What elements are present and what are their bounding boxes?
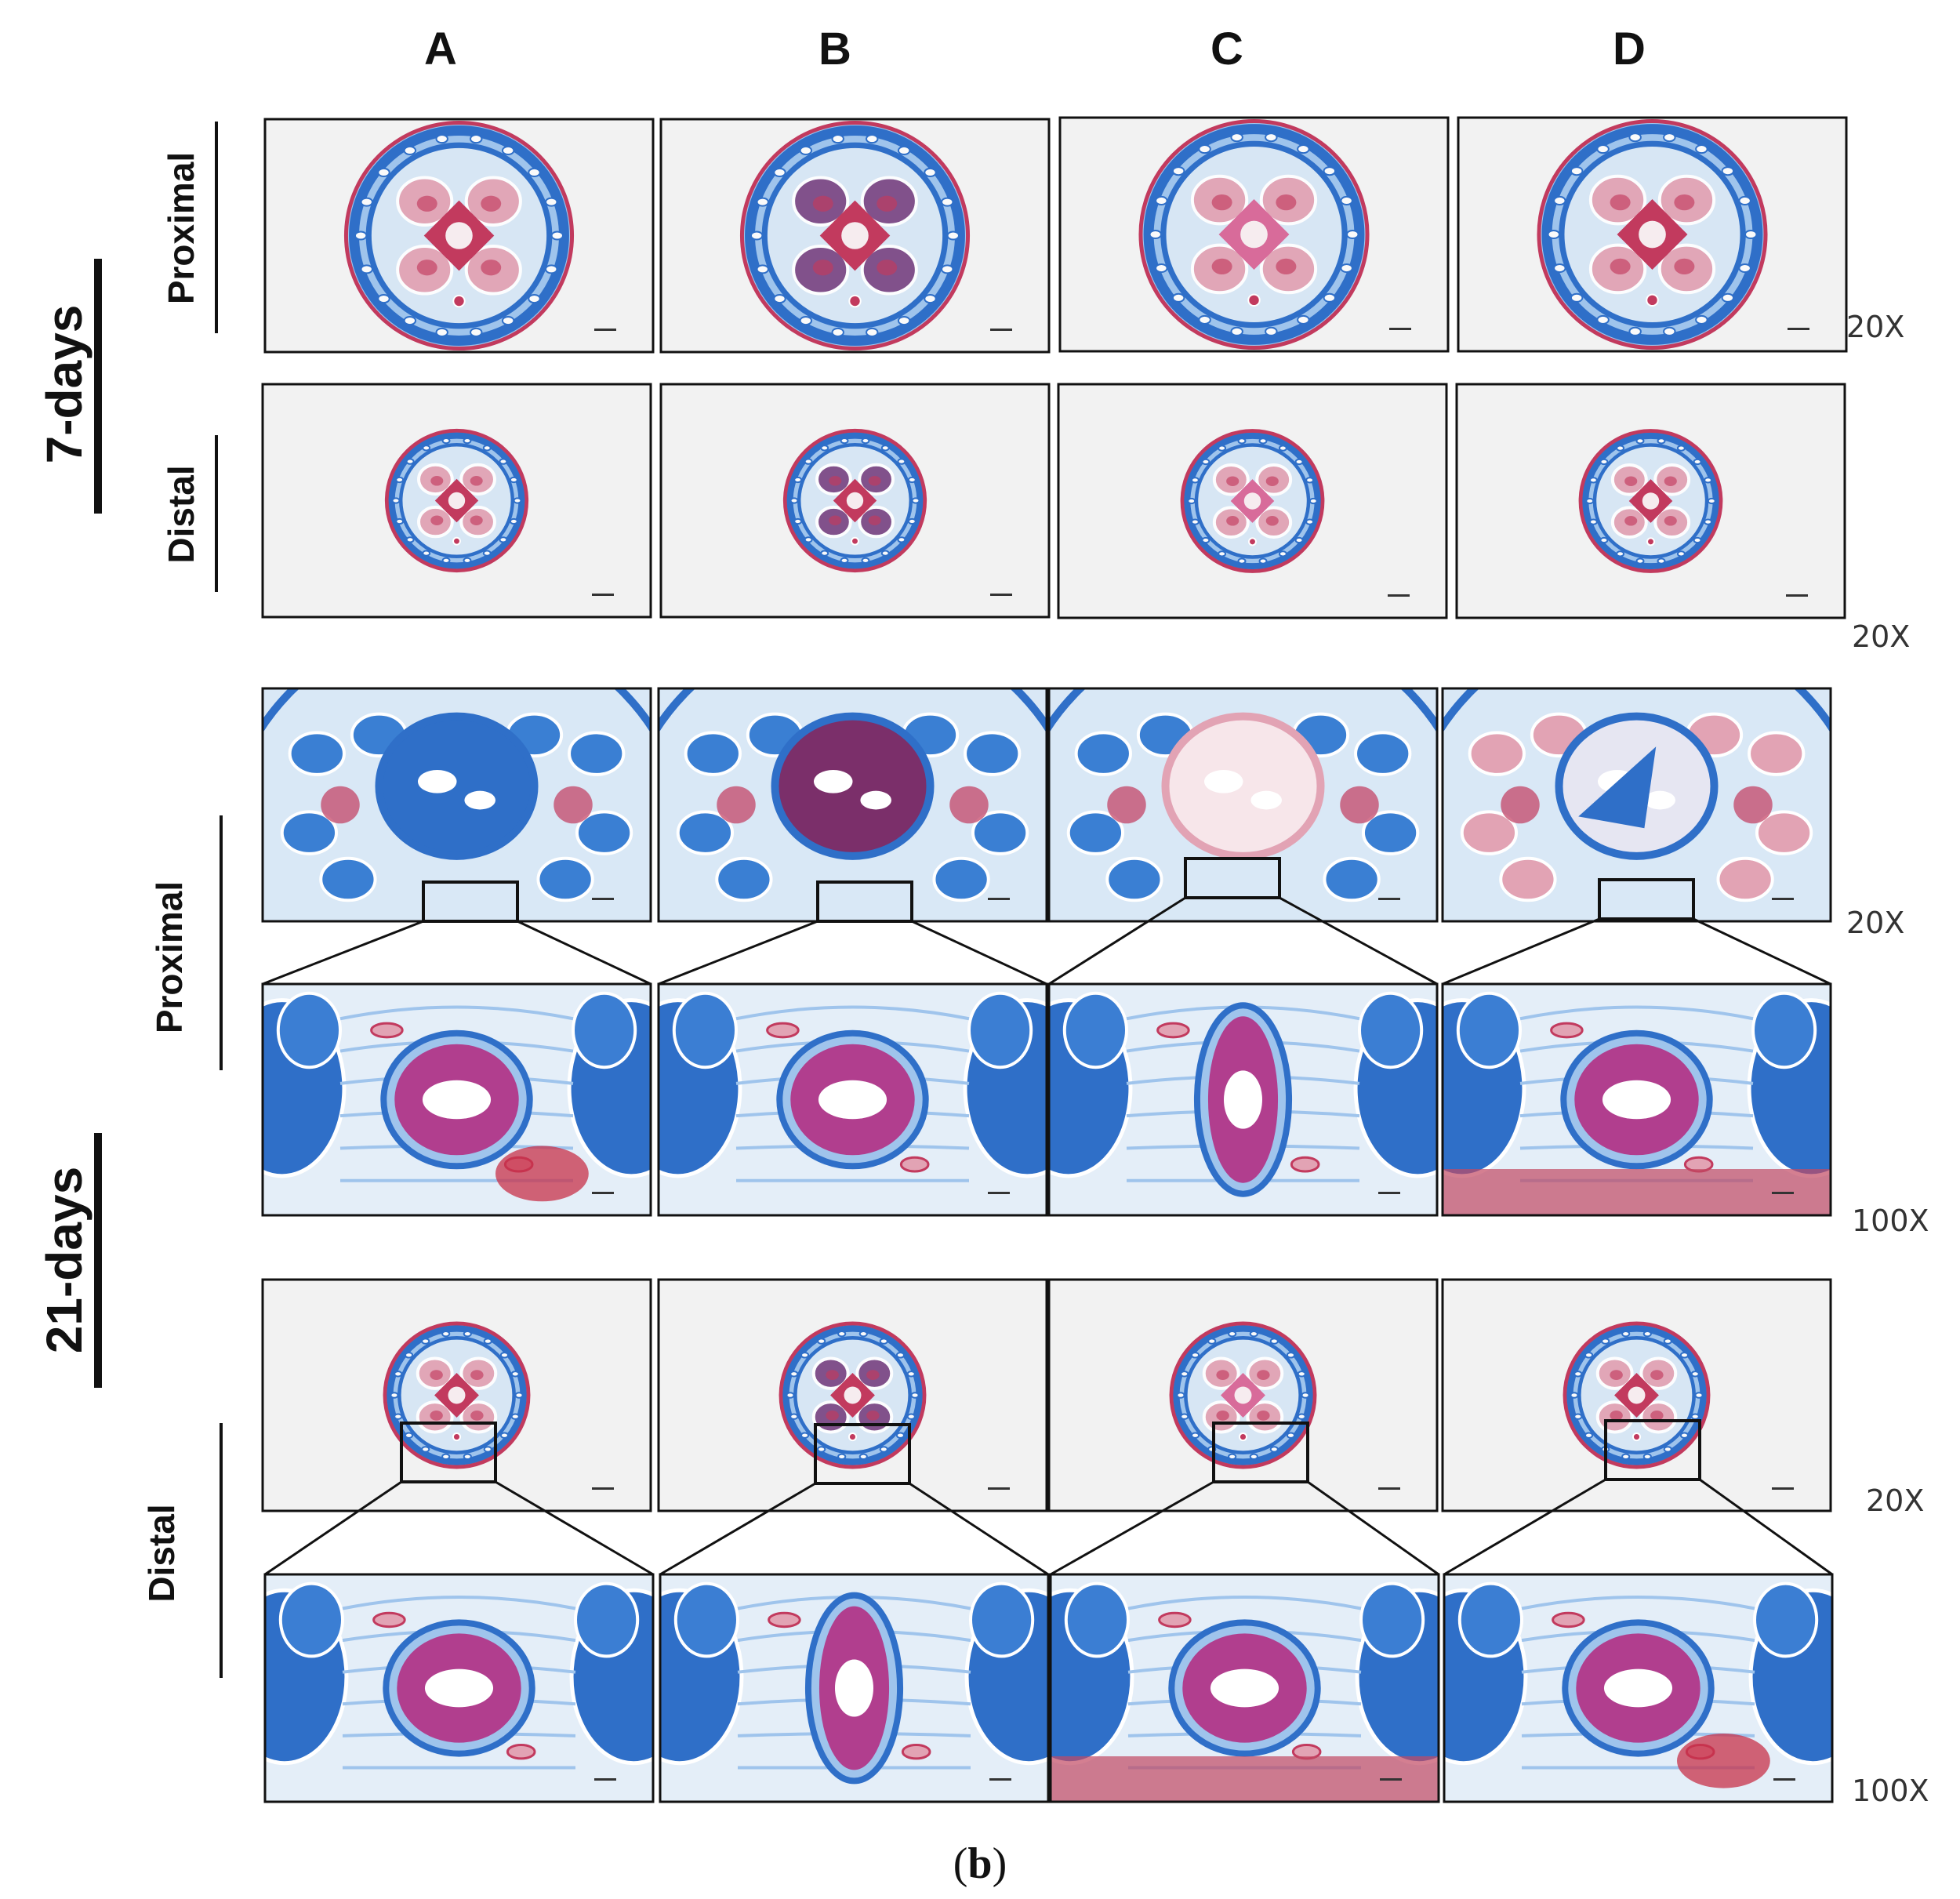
panel-21d-distal-c bbox=[1047, 1278, 1439, 1512]
zoom-box-proximal-d bbox=[1442, 878, 1831, 986]
panel-21d-proximal-100x-b bbox=[657, 982, 1048, 1217]
zoom-box-proximal-c bbox=[1048, 857, 1438, 986]
magnification-label: 20X bbox=[1846, 310, 1905, 344]
panel-7d-proximal-c bbox=[1058, 116, 1450, 353]
panel-21d-distal-100x-c bbox=[1049, 1573, 1440, 1803]
column-header-c: C bbox=[1210, 24, 1243, 74]
column-header-d: D bbox=[1613, 24, 1646, 74]
zoom-box-distal-b bbox=[659, 1423, 1049, 1576]
panel-7d-proximal-d bbox=[1457, 116, 1848, 353]
row-bar-distal-7 bbox=[215, 435, 218, 592]
panel-7d-distal-b bbox=[659, 383, 1051, 619]
row-bar-distal-21 bbox=[220, 1423, 223, 1678]
zoom-box-distal-a bbox=[264, 1422, 654, 1576]
magnification-label: 20X bbox=[1866, 1483, 1925, 1518]
zoom-box-proximal-b bbox=[658, 881, 1047, 986]
panel-7d-distal-c bbox=[1057, 383, 1448, 619]
panel-21d-proximal-100x-d bbox=[1441, 982, 1832, 1217]
panel-21d-distal-100x-a bbox=[263, 1573, 655, 1803]
panel-7d-proximal-a bbox=[263, 118, 655, 354]
panel-21d-distal-d bbox=[1441, 1278, 1832, 1512]
panel-7d-proximal-b bbox=[659, 118, 1051, 354]
magnification-label: 100X bbox=[1852, 1204, 1929, 1238]
panel-21d-distal-b bbox=[657, 1278, 1048, 1512]
zoom-box-proximal-a bbox=[262, 881, 652, 986]
panel-21d-distal-a bbox=[261, 1278, 652, 1512]
panel-21d-proximal-a bbox=[261, 687, 652, 923]
row-bar-proximal-7 bbox=[215, 122, 218, 333]
caption-letter: b bbox=[967, 1839, 993, 1888]
figure-caption: (b) bbox=[902, 1839, 1058, 1889]
panel-21d-proximal-100x-c bbox=[1047, 982, 1439, 1217]
magnification-label: 20X bbox=[1852, 619, 1911, 654]
caption-open: ( bbox=[953, 1839, 968, 1888]
column-header-b: B bbox=[818, 24, 851, 74]
timepoint-bar-7days bbox=[94, 259, 102, 514]
column-header-a: A bbox=[424, 24, 457, 74]
panel-21d-distal-100x-d bbox=[1443, 1573, 1834, 1803]
timepoint-bar-21days bbox=[94, 1133, 102, 1388]
panel-21d-distal-100x-b bbox=[659, 1573, 1050, 1803]
panel-7d-distal-d bbox=[1455, 383, 1846, 619]
magnification-label: 20X bbox=[1846, 906, 1905, 940]
panel-21d-proximal-d bbox=[1441, 687, 1832, 923]
panel-21d-proximal-c bbox=[1047, 687, 1439, 923]
row-bar-proximal-21 bbox=[220, 815, 223, 1070]
panel-21d-proximal-b bbox=[657, 687, 1048, 923]
caption-close: ) bbox=[992, 1839, 1007, 1888]
magnification-label: 100X bbox=[1852, 1774, 1929, 1808]
panel-7d-distal-a bbox=[261, 383, 652, 619]
zoom-box-distal-d bbox=[1443, 1419, 1833, 1576]
panel-21d-proximal-100x-a bbox=[261, 982, 652, 1217]
zoom-box-distal-c bbox=[1050, 1422, 1439, 1576]
